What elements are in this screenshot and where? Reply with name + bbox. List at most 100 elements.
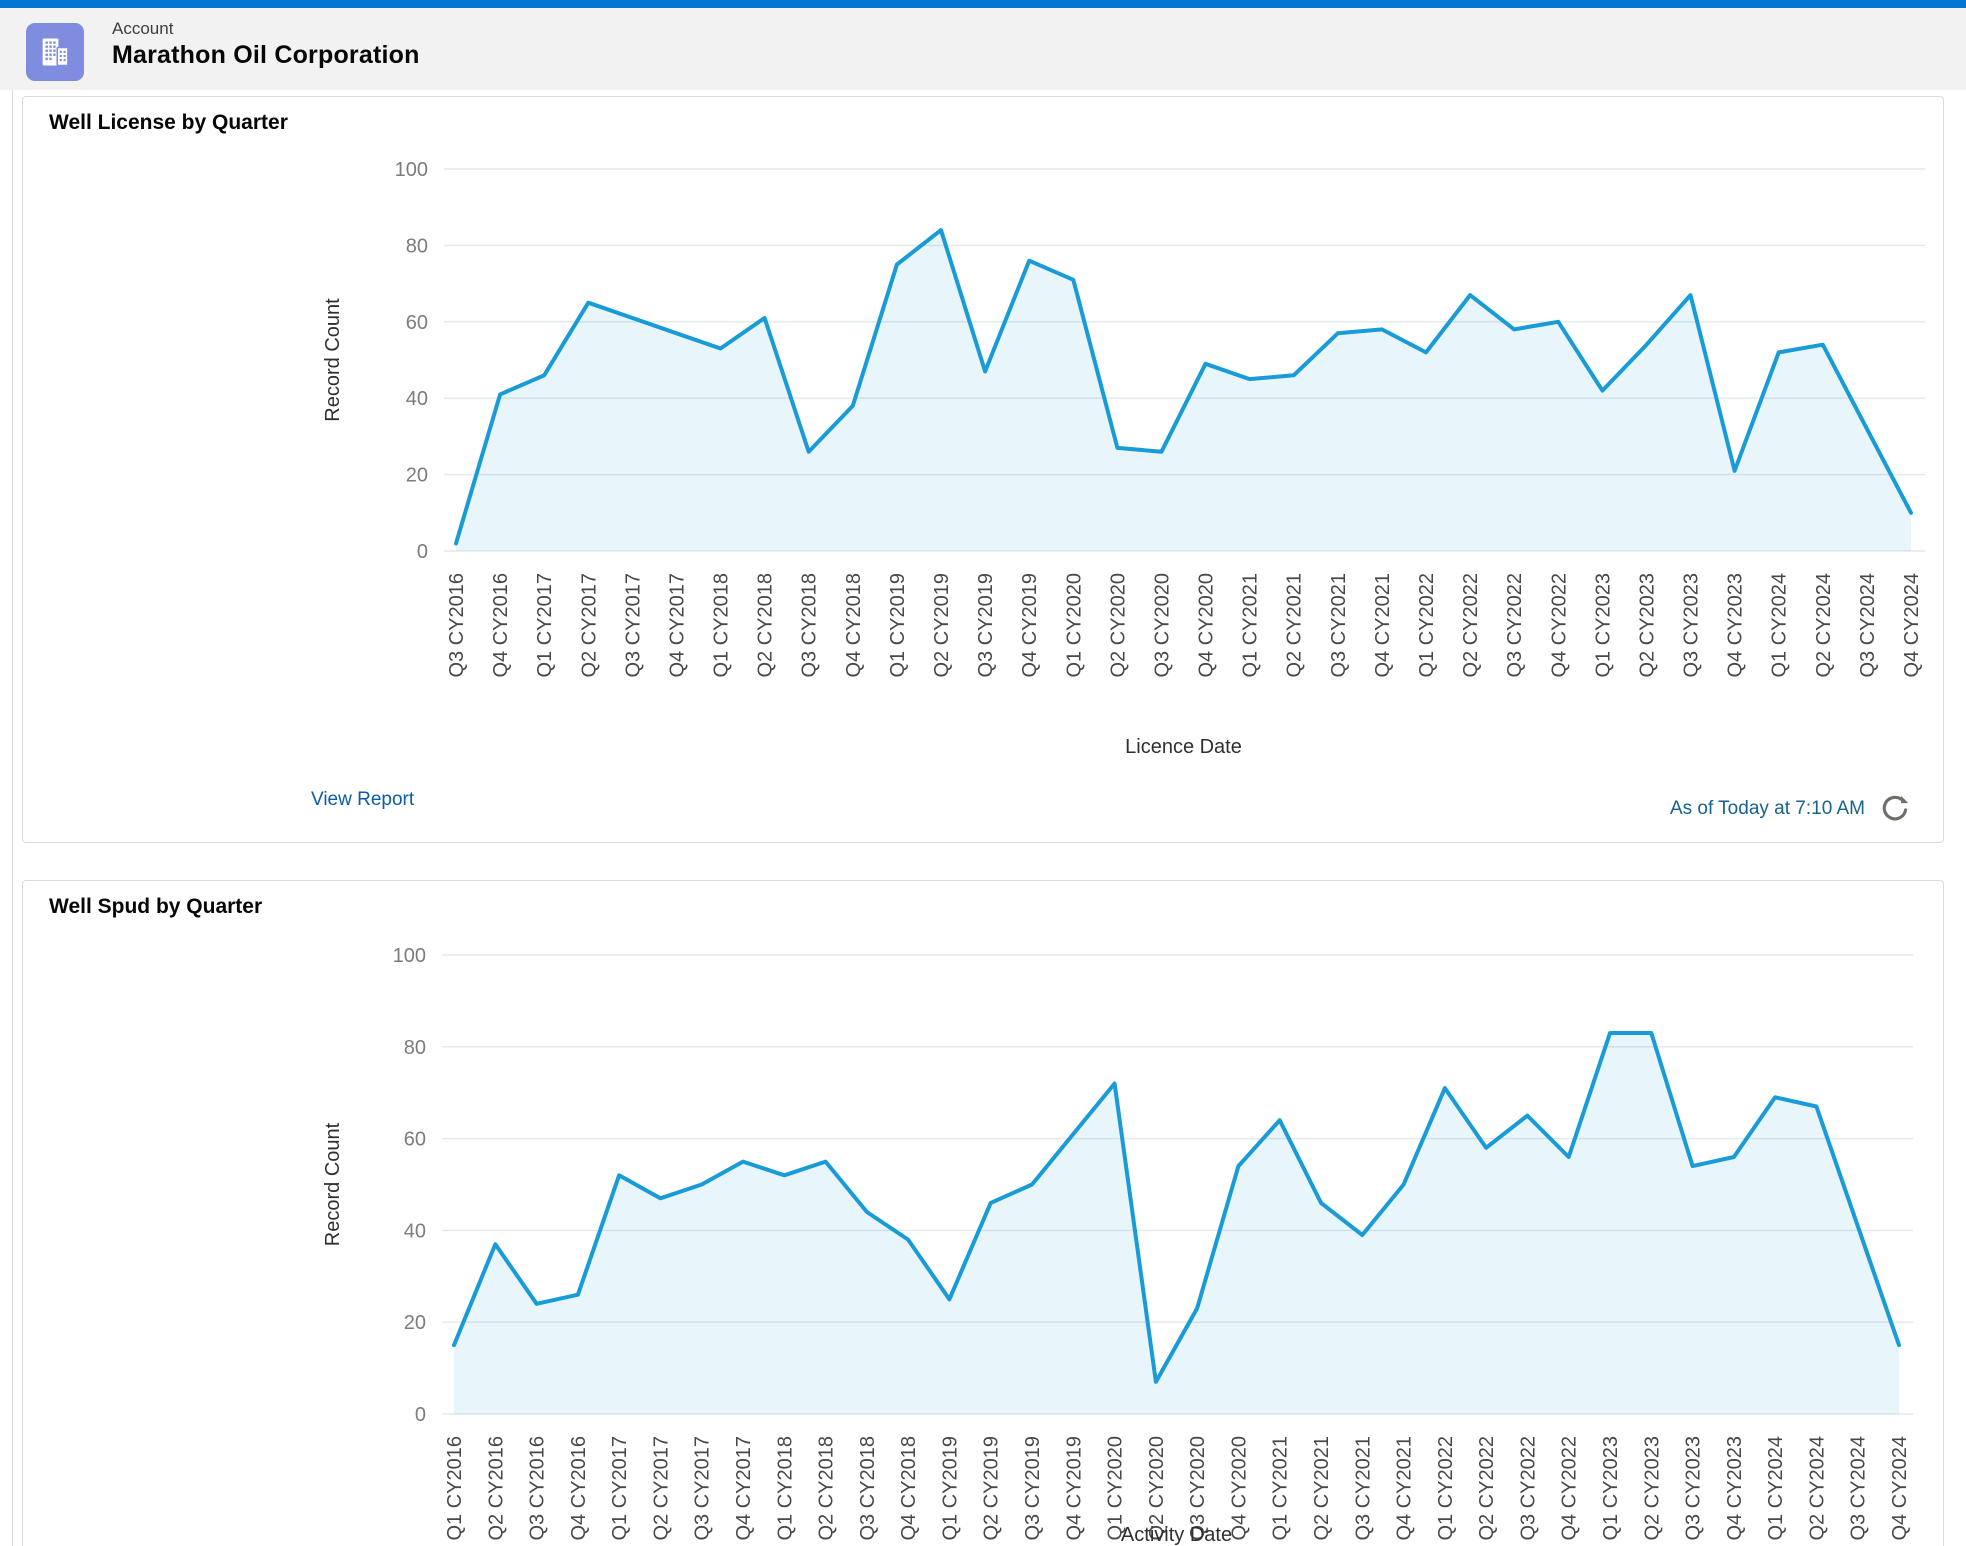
svg-text:Q4 CY2020: Q4 CY2020 bbox=[1196, 573, 1218, 678]
svg-text:80: 80 bbox=[406, 235, 428, 257]
svg-text:Q4 CY2016: Q4 CY2016 bbox=[490, 573, 512, 678]
svg-text:Q2 CY2019: Q2 CY2019 bbox=[981, 1436, 1003, 1541]
svg-text:0: 0 bbox=[415, 1404, 426, 1426]
svg-text:Q4 CY2024: Q4 CY2024 bbox=[1901, 573, 1923, 678]
svg-text:Q2 CY2023: Q2 CY2023 bbox=[1641, 1436, 1663, 1541]
svg-text:Q4 CY2022: Q4 CY2022 bbox=[1559, 1436, 1581, 1541]
svg-text:Q1 CY2018: Q1 CY2018 bbox=[711, 573, 733, 678]
svg-text:Q3 CY2018: Q3 CY2018 bbox=[857, 1436, 879, 1541]
svg-text:Q1 CY2024: Q1 CY2024 bbox=[1769, 573, 1791, 678]
svg-text:Q4 CY2018: Q4 CY2018 bbox=[898, 1436, 920, 1541]
svg-text:Q3 CY2018: Q3 CY2018 bbox=[799, 573, 821, 678]
svg-text:Activity Date: Activity Date bbox=[1121, 1524, 1232, 1546]
chart-title: Well Spud by Quarter bbox=[49, 895, 263, 918]
svg-text:Q2 CY2024: Q2 CY2024 bbox=[1806, 1436, 1828, 1541]
svg-text:Q1 CY2019: Q1 CY2019 bbox=[887, 573, 909, 678]
svg-text:100: 100 bbox=[395, 159, 428, 181]
svg-text:Q3 CY2016: Q3 CY2016 bbox=[446, 573, 468, 678]
svg-text:Q3 CY2020: Q3 CY2020 bbox=[1187, 1436, 1209, 1541]
svg-text:Q3 CY2022: Q3 CY2022 bbox=[1517, 1436, 1539, 1541]
svg-text:Q4 CY2021: Q4 CY2021 bbox=[1394, 1436, 1416, 1541]
svg-text:Q3 CY2020: Q3 CY2020 bbox=[1151, 573, 1173, 678]
svg-text:Q2 CY2019: Q2 CY2019 bbox=[931, 573, 953, 678]
svg-text:Q2 CY2021: Q2 CY2021 bbox=[1284, 573, 1306, 678]
well-license-card: Well License by Quarter 0 20 40 60 80 100 Q3 C… bbox=[22, 96, 1944, 843]
svg-text:Q1 CY2022: Q1 CY2022 bbox=[1416, 573, 1438, 678]
svg-text:Q2 CY2021: Q2 CY2021 bbox=[1311, 1436, 1333, 1541]
svg-text:Q3 CY2024: Q3 CY2024 bbox=[1848, 1436, 1870, 1541]
svg-text:80: 80 bbox=[404, 1037, 426, 1059]
svg-text:Q3 CY2016: Q3 CY2016 bbox=[527, 1436, 549, 1541]
object-label: Account bbox=[112, 19, 174, 38]
svg-text:Q1 CY2024: Q1 CY2024 bbox=[1765, 1436, 1787, 1541]
svg-text:Record Count: Record Count bbox=[322, 1122, 344, 1246]
svg-text:Q1 CY2018: Q1 CY2018 bbox=[774, 1436, 796, 1541]
svg-text:Q1 CY2023: Q1 CY2023 bbox=[1592, 573, 1614, 678]
svg-text:Q2 CY2018: Q2 CY2018 bbox=[755, 573, 777, 678]
svg-text:Q2 CY2020: Q2 CY2020 bbox=[1107, 573, 1129, 678]
svg-text:Q1 CY2021: Q1 CY2021 bbox=[1240, 573, 1262, 678]
view-report-link[interactable]: View Report bbox=[311, 789, 415, 810]
svg-text:Record Count: Record Count bbox=[322, 298, 344, 422]
svg-text:20: 20 bbox=[404, 1312, 426, 1334]
brand-top-bar bbox=[0, 0, 1966, 8]
svg-text:Q4 CY2019: Q4 CY2019 bbox=[1019, 573, 1041, 678]
svg-text:Q1 CY2020: Q1 CY2020 bbox=[1105, 1436, 1127, 1541]
svg-text:Q2 CY2017: Q2 CY2017 bbox=[578, 573, 600, 678]
svg-text:Q3 CY2022: Q3 CY2022 bbox=[1504, 573, 1526, 678]
svg-text:60: 60 bbox=[404, 1129, 426, 1151]
svg-text:Q4 CY2018: Q4 CY2018 bbox=[843, 573, 865, 678]
svg-text:Q1 CY2020: Q1 CY2020 bbox=[1063, 573, 1085, 678]
svg-text:Q3 CY2023: Q3 CY2023 bbox=[1683, 1436, 1705, 1541]
svg-text:Q1 CY2016: Q1 CY2016 bbox=[444, 1436, 466, 1541]
svg-text:40: 40 bbox=[406, 388, 428, 410]
svg-text:Q2 CY2024: Q2 CY2024 bbox=[1813, 573, 1835, 678]
svg-text:Q4 CY2017: Q4 CY2017 bbox=[733, 1436, 755, 1541]
refresh-icon bbox=[1882, 795, 1909, 821]
svg-text:Q2 CY2018: Q2 CY2018 bbox=[816, 1436, 838, 1541]
svg-text:Q1 CY2017: Q1 CY2017 bbox=[534, 573, 556, 678]
svg-text:Q2 CY2023: Q2 CY2023 bbox=[1636, 573, 1658, 678]
svg-text:Q3 CY2019: Q3 CY2019 bbox=[975, 573, 997, 678]
svg-text:Q1 CY2023: Q1 CY2023 bbox=[1600, 1436, 1622, 1541]
svg-text:Q4 CY2017: Q4 CY2017 bbox=[666, 573, 688, 678]
svg-text:Q4 CY2022: Q4 CY2022 bbox=[1548, 573, 1570, 678]
svg-text:Q4 CY2023: Q4 CY2023 bbox=[1724, 1436, 1746, 1541]
account-icon[interactable] bbox=[26, 23, 84, 81]
svg-text:Q3 CY2017: Q3 CY2017 bbox=[622, 573, 644, 678]
svg-text:0: 0 bbox=[417, 541, 428, 563]
last-refresh-row: As of Today at 7:10 AM bbox=[1670, 793, 1911, 825]
svg-text:Q1 CY2021: Q1 CY2021 bbox=[1270, 1436, 1292, 1541]
well-spud-card: Well Spud by Quarter 0 20 40 60 80 100 Q1 CY20… bbox=[22, 880, 1944, 1546]
svg-text:Q4 CY2020: Q4 CY2020 bbox=[1228, 1436, 1250, 1541]
svg-text:Q3 CY2021: Q3 CY2021 bbox=[1352, 1436, 1374, 1541]
as-of-timestamp: As of Today at 7:10 AM bbox=[1669, 798, 1865, 819]
svg-text:Q2 CY2022: Q2 CY2022 bbox=[1476, 1436, 1498, 1541]
svg-text:60: 60 bbox=[406, 312, 428, 334]
well-license-chart[interactable]: 0 20 40 60 80 100 Q3 CY2016 Q4 CY2016 Q1 CY2017 Q… bbox=[291, 131, 1961, 811]
svg-text:Q3 CY2019: Q3 CY2019 bbox=[1022, 1436, 1044, 1541]
svg-text:Licence Date: Licence Date bbox=[1125, 736, 1242, 758]
svg-text:Q2 CY2020: Q2 CY2020 bbox=[1146, 1436, 1168, 1541]
refresh-button[interactable] bbox=[1879, 793, 1911, 825]
svg-text:20: 20 bbox=[406, 465, 428, 487]
svg-text:Q2 CY2022: Q2 CY2022 bbox=[1460, 573, 1482, 678]
svg-text:Q4 CY2021: Q4 CY2021 bbox=[1372, 573, 1394, 678]
building-icon bbox=[42, 38, 69, 67]
svg-text:Q4 CY2024: Q4 CY2024 bbox=[1889, 1436, 1911, 1541]
svg-text:100: 100 bbox=[393, 945, 426, 967]
panel-divider bbox=[12, 90, 13, 1546]
svg-text:Q3 CY2017: Q3 CY2017 bbox=[692, 1436, 714, 1541]
svg-text:Q3 CY2021: Q3 CY2021 bbox=[1328, 573, 1350, 678]
svg-text:Q4 CY2019: Q4 CY2019 bbox=[1063, 1436, 1085, 1541]
svg-text:Q1 CY2022: Q1 CY2022 bbox=[1435, 1436, 1457, 1541]
svg-text:Q4 CY2016: Q4 CY2016 bbox=[568, 1436, 590, 1541]
svg-text:40: 40 bbox=[404, 1220, 426, 1242]
svg-text:Q2 CY2017: Q2 CY2017 bbox=[650, 1436, 672, 1541]
svg-text:Q2 CY2016: Q2 CY2016 bbox=[485, 1436, 507, 1541]
svg-text:Q1 CY2017: Q1 CY2017 bbox=[609, 1436, 631, 1541]
svg-text:Q4 CY2023: Q4 CY2023 bbox=[1725, 573, 1747, 678]
svg-text:Q1 CY2019: Q1 CY2019 bbox=[939, 1436, 961, 1541]
chart-title: Well License by Quarter bbox=[49, 111, 288, 134]
well-spud-chart[interactable]: 0 20 40 60 80 100 Q1 CY2016 Q2 CY2016 Q3 CY2016 Q… bbox=[291, 901, 1961, 1546]
